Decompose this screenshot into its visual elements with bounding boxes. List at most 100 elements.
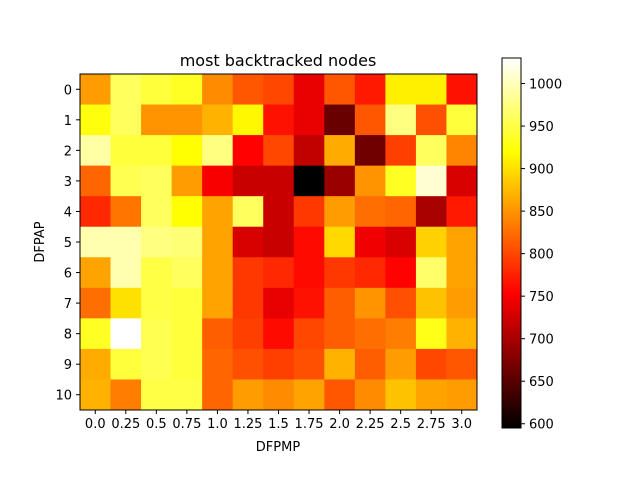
heatmap-cell [202,287,234,319]
heatmap-cell [354,135,386,167]
heatmap-cell [324,287,356,319]
heatmap-cell [202,379,234,411]
colorbar-tick-label: 800 [529,248,554,263]
heatmap-cell [446,379,478,411]
heatmap-cell [141,287,173,319]
heatmap-cell [141,74,173,105]
x-tick-label: 0.25 [111,417,140,432]
heatmap-cell [80,287,111,319]
heatmap-cell [385,135,417,167]
heatmap-cell [80,348,111,380]
heatmap-cell [263,104,295,136]
heatmap-cell [385,165,417,197]
heatmap-cell [232,226,264,258]
colorbar-tick-label: 650 [529,375,554,390]
heatmap-cell [415,104,447,136]
heatmap-cell [293,104,325,136]
heatmap-cell [446,104,478,136]
heatmap-cell [202,196,234,228]
heatmap-cell [80,104,111,136]
heatmap-cell [202,257,234,289]
heatmap-cell [171,318,203,350]
x-tick-label: 3.0 [451,417,472,432]
heatmap-cell [110,287,142,319]
heatmap-cell [263,135,295,167]
heatmap-cell [415,135,447,167]
heatmap-cell [293,348,325,380]
x-tick-label: 1.5 [268,417,289,432]
heatmap-cell [385,379,417,411]
heatmap-cell [171,348,203,380]
heatmap-cell [324,379,356,411]
x-tick-label: 1.0 [207,417,228,432]
colorbar-tick-label: 950 [529,120,554,135]
heatmap-cell [293,379,325,411]
heatmap-cell [141,196,173,228]
heatmap-cell [110,318,142,350]
heatmap-cell [232,318,264,350]
heatmap-cell [171,196,203,228]
heatmap-cell [110,226,142,258]
heatmap-cell [263,196,295,228]
heatmap-cell [110,104,142,136]
heatmap-cell [80,165,111,197]
heatmap-cell [141,165,173,197]
heatmap-cell [263,287,295,319]
y-axis: 0 1 2 3 4 5 6 7 8 9 10 [55,83,80,404]
heatmap-cell [80,74,111,105]
y-tick-label: 10 [55,389,72,404]
y-tick-label: 0 [64,83,72,98]
heatmap-cell [141,104,173,136]
heatmap-cell [324,196,356,228]
heatmap-cell [80,257,111,289]
heatmap-cell [385,287,417,319]
heatmap-cell [110,165,142,197]
heatmap-cell [232,257,264,289]
y-tick-label: 9 [64,358,72,373]
heatmap-cell [171,74,203,105]
colorbar-ticks: 600 650 700 750 800 850 900 950 1000 [521,78,562,433]
heatmap-cell [415,379,447,411]
x-tick-label: 1.75 [295,417,324,432]
y-tick-label: 4 [64,205,72,220]
heatmap-cell [263,348,295,380]
heatmap-cell [385,348,417,380]
heatmap-cell [171,135,203,167]
heatmap-cell [232,165,264,197]
heatmap-cell [324,257,356,289]
y-tick-label: 8 [64,328,72,343]
heatmap-cell [293,318,325,350]
heatmap-cell [110,196,142,228]
heatmap-cell [354,318,386,350]
heatmap-cell [415,74,447,105]
y-tick-label: 5 [64,236,72,251]
heatmap-cell [324,226,356,258]
heatmap-cell [171,165,203,197]
heatmap-cell [354,104,386,136]
heatmap-cell [293,257,325,289]
heatmap-cell [446,226,478,258]
heatmap-cell [446,135,478,167]
x-tick-label: 1.25 [233,417,262,432]
heatmap-cell [141,379,173,411]
heatmap-cell [354,226,386,258]
heatmap-cell [415,318,447,350]
heatmap-cell [202,226,234,258]
heatmap-cell [110,348,142,380]
heatmap-cell [446,165,478,197]
y-tick-label: 3 [64,175,72,190]
heatmap-cell [110,379,142,411]
y-axis-label: DFPAP [33,221,48,262]
heatmap-cell [293,74,325,105]
heatmap-cell [263,318,295,350]
heatmap-cell [324,318,356,350]
heatmap-cell [80,379,111,411]
heatmap-cell [263,74,295,105]
heatmap-cell [232,348,264,380]
heatmap-cell [293,135,325,167]
heatmap-cell [385,196,417,228]
heatmap-cell [354,379,386,411]
x-tick-label: 2.25 [356,417,385,432]
heatmap-cell [293,165,325,197]
heatmap-cell [80,318,111,350]
